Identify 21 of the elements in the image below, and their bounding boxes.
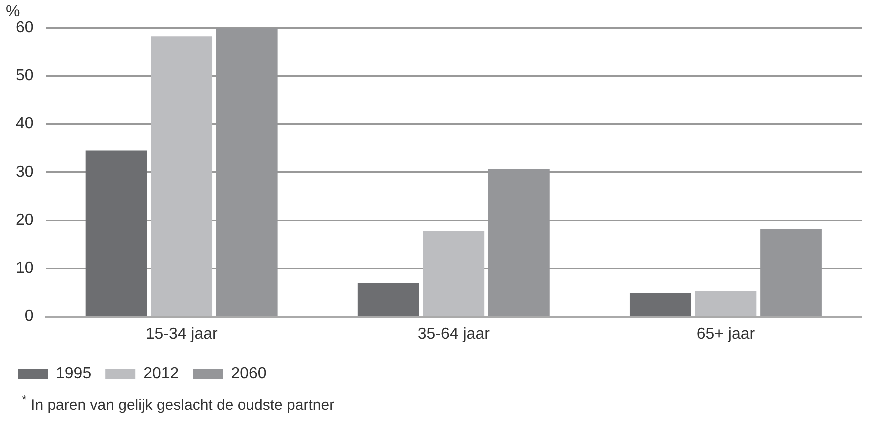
- y-tick-label: 40: [16, 116, 34, 133]
- legend-label: 2060: [231, 365, 267, 382]
- bar: [358, 283, 420, 316]
- y-tick-label: 10: [16, 260, 34, 278]
- text: $^{*}$ In paren van gelijk geslacht de oudste partner: [22, 393, 335, 414]
- legend-label: 2012: [144, 365, 180, 382]
- y-tick-label: 50: [16, 68, 34, 85]
- y-axis-title: %: [6, 3, 20, 20]
- y-tick-label: 60: [16, 19, 34, 36]
- x-tick-label: 35-64 jaar: [418, 326, 491, 343]
- y-tick-label: 30: [16, 164, 34, 181]
- bar: [695, 291, 757, 316]
- y-tick-label: 0: [24, 308, 34, 326]
- bar: [630, 293, 692, 316]
- legend-label: 1995: [56, 365, 92, 382]
- x-tick-label: 65+ jaar: [696, 326, 756, 343]
- bar: [86, 150, 148, 316]
- x-tick-label: 15-34 jaar: [146, 326, 219, 343]
- bar: [151, 36, 213, 316]
- y-tick-label: 20: [16, 212, 34, 229]
- bar: [423, 231, 485, 316]
